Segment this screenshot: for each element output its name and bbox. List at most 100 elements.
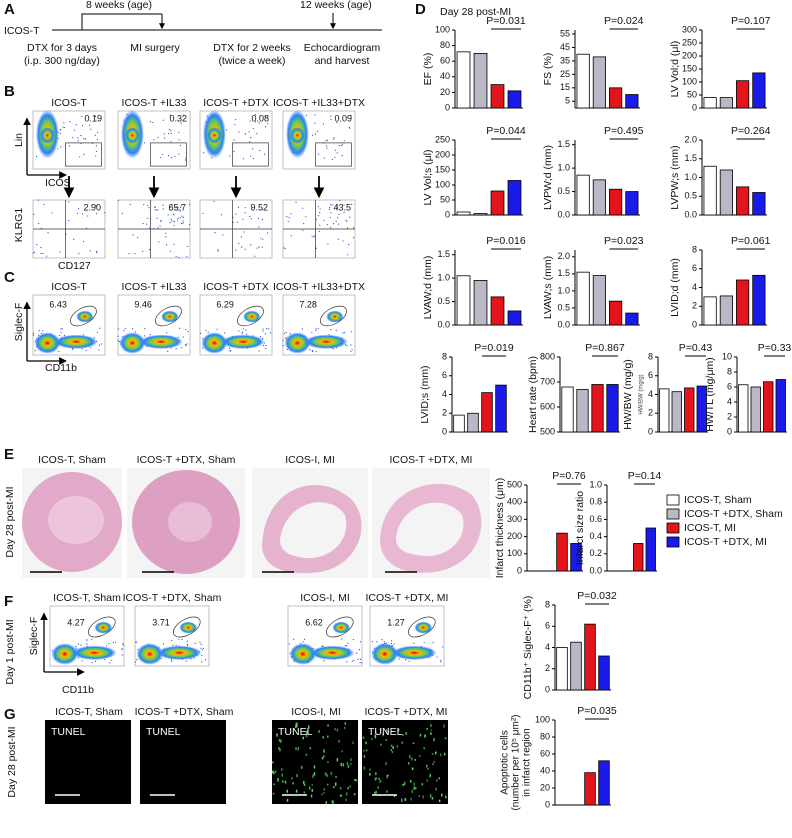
y-tick-label: 60 xyxy=(540,748,550,758)
y-tick-label: 2 xyxy=(545,663,550,673)
event-dot xyxy=(315,247,317,249)
event-dot xyxy=(174,155,176,157)
event-dot xyxy=(334,156,336,159)
signal-speck xyxy=(410,797,412,801)
event-dot xyxy=(147,204,149,206)
event-dot xyxy=(313,235,315,237)
y-tick-label: 0.5 xyxy=(557,302,570,312)
p-value: P=0.33 xyxy=(758,342,792,354)
bar xyxy=(738,384,749,433)
event-dot xyxy=(264,333,267,335)
event-dot xyxy=(89,250,91,252)
event-dot xyxy=(158,241,160,243)
event-dot xyxy=(180,122,182,124)
event-dot xyxy=(87,215,89,217)
bar xyxy=(775,379,786,433)
y-tick-label: 1.0 xyxy=(557,285,570,295)
event-dot xyxy=(262,328,264,330)
signal-speck xyxy=(313,772,316,776)
event-dot xyxy=(154,208,156,211)
event-dot xyxy=(96,139,98,141)
y-tick-label: 40 xyxy=(440,71,450,81)
bar xyxy=(456,51,471,109)
event-dot xyxy=(249,120,251,122)
signal-speck xyxy=(354,778,356,781)
signal-speck xyxy=(411,757,413,761)
event-dot xyxy=(57,148,59,150)
y-tick-label: 1.0 xyxy=(437,273,450,283)
event-dot xyxy=(187,331,189,333)
gate xyxy=(88,616,116,638)
signal-speck xyxy=(438,799,441,803)
event-dot xyxy=(323,660,325,662)
y-axis-label: LV Vol;d (μl) xyxy=(669,41,681,98)
event-dot xyxy=(167,132,170,135)
bar xyxy=(736,80,750,109)
signal-speck xyxy=(429,773,432,778)
event-dot xyxy=(334,149,337,151)
signal-speck xyxy=(401,798,403,802)
event-dot xyxy=(179,217,181,219)
signal-speck xyxy=(432,763,434,766)
y-tick-label: 45 xyxy=(560,42,570,52)
event-dot xyxy=(346,661,348,663)
density xyxy=(119,332,146,354)
age-label: 8 weeks (age) xyxy=(86,0,152,11)
y-tick-label: 0.0 xyxy=(557,319,570,329)
side-label: Day 28 post-MI xyxy=(6,726,18,797)
signal-speck xyxy=(308,725,310,729)
y-tick-label: 6 xyxy=(648,370,653,380)
event-dot xyxy=(255,121,257,123)
p-value: P=0.14 xyxy=(628,470,662,482)
event-dot xyxy=(91,638,93,640)
signal-speck xyxy=(334,782,337,786)
event-dot xyxy=(350,115,352,117)
event-dot xyxy=(188,203,191,205)
event-dot xyxy=(432,642,434,644)
event-dot xyxy=(340,638,343,640)
signal-speck xyxy=(313,765,316,769)
event-dot xyxy=(329,208,331,211)
event-dot xyxy=(90,128,92,130)
micrograph xyxy=(272,720,358,804)
event-dot xyxy=(240,236,242,238)
signal-speck xyxy=(375,777,378,780)
event-dot xyxy=(338,213,340,216)
event-dot xyxy=(73,238,75,241)
event-dot xyxy=(311,331,313,333)
event-dot xyxy=(186,255,188,258)
event-dot xyxy=(45,255,48,257)
event-dot xyxy=(32,252,34,254)
signal-speck xyxy=(339,787,342,790)
event-dot xyxy=(254,255,256,257)
signal-speck xyxy=(347,787,349,790)
bar xyxy=(703,296,717,326)
signal-speck xyxy=(338,739,340,743)
bar xyxy=(633,543,644,572)
y-axis-label: LVPW;d (mm) xyxy=(542,145,554,210)
event-dot xyxy=(118,340,120,343)
signal-speck xyxy=(311,784,313,786)
plot-title: ICOS-T xyxy=(51,97,87,109)
event-dot xyxy=(390,642,393,645)
heart-lumen xyxy=(168,502,212,542)
event-dot xyxy=(40,246,42,249)
event-dot xyxy=(96,252,98,254)
gate xyxy=(65,142,102,167)
plot-title: ICOS-T +DTX xyxy=(203,281,268,293)
event-dot xyxy=(230,349,232,352)
signal-speck xyxy=(402,783,404,786)
y-tick-label: 100 xyxy=(435,179,450,189)
event-dot xyxy=(148,207,150,209)
event-dot xyxy=(122,643,124,645)
signal-speck xyxy=(429,794,432,798)
event-dot xyxy=(283,332,286,335)
event-dot xyxy=(346,645,348,647)
legend-label: ICOS-T +DTX, MI xyxy=(684,536,767,548)
gate-value: 9.52 xyxy=(250,202,268,212)
y-tick-label: 150 xyxy=(435,164,450,174)
y-tick-label: 0.8 xyxy=(589,497,602,507)
event-dot xyxy=(305,114,308,116)
signal-speck xyxy=(294,725,297,729)
y-tick-label: 60 xyxy=(440,56,450,66)
